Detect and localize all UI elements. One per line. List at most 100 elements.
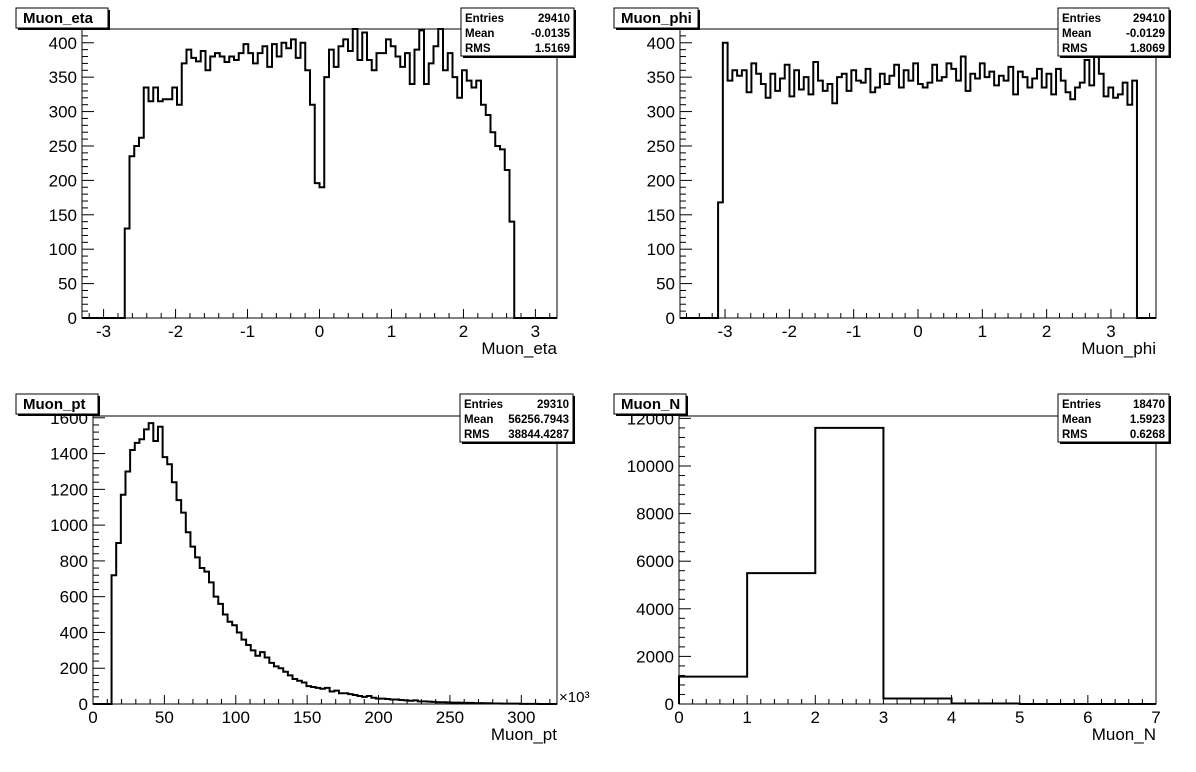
stats-box (459, 393, 574, 443)
y-tick-label: 50 (656, 275, 675, 294)
plot-frame (678, 415, 1157, 705)
y-tick-label: 300 (647, 103, 675, 122)
histogram-title: Muon_eta (23, 10, 94, 27)
y-tick-label: 800 (60, 552, 88, 571)
x-tick-label: -3 (717, 322, 732, 341)
x-tick-label: 300 (507, 708, 535, 727)
y-tick-label: 400 (60, 623, 88, 642)
x-tick-label: 2 (811, 708, 820, 727)
x-tick-label: 3 (879, 708, 888, 727)
stats-rms-value: 0.6268 (1130, 429, 1166, 441)
x-tick-label: 200 (364, 708, 392, 727)
title-box (613, 393, 687, 415)
y-tick-label: 400 (647, 34, 675, 53)
y-tick-label: 1400 (50, 445, 88, 464)
y-tick-label: 0 (665, 695, 674, 714)
y-tick-label: 200 (49, 171, 77, 190)
x-scale-label: ×10³ (559, 689, 589, 706)
x-tick-label: 150 (293, 708, 321, 727)
y-tick-label: 0 (68, 309, 77, 328)
y-tick-label: 200 (647, 171, 675, 190)
histogram-title: Muon_N (621, 396, 680, 413)
y-tick-label: 350 (49, 68, 77, 87)
stats-mean-label: Mean (465, 28, 494, 40)
y-tick-label: 2000 (636, 647, 674, 666)
stats-entries-value: 29410 (1133, 13, 1165, 25)
x-tick-label: 0 (88, 708, 97, 727)
stats-mean-value: 1.5923 (1130, 414, 1165, 426)
x-axis-title: Muon_pt (491, 725, 557, 744)
stats-mean-label: Mean (464, 414, 493, 426)
stats-mean-value: 56256.7943 (508, 414, 569, 426)
stats-entries-label: Entries (1062, 13, 1101, 25)
histogram-title: Muon_phi (621, 10, 692, 27)
x-tick-label: -1 (846, 322, 861, 341)
stats-mean-label: Mean (1062, 414, 1091, 426)
x-tick-label: 0 (674, 708, 683, 727)
stats-entries-label: Entries (465, 13, 504, 25)
x-tick-label: 100 (222, 708, 250, 727)
plot-frame (92, 415, 558, 705)
stats-mean-value: -0.0129 (1126, 28, 1165, 40)
x-tick-label: 2 (1042, 322, 1051, 341)
stats-rms-label: RMS (464, 429, 490, 441)
histogram-line (678, 426, 1156, 705)
histogram-title: Muon_pt (23, 396, 85, 413)
stats-entries-label: Entries (1062, 399, 1101, 411)
y-tick-label: 250 (49, 137, 77, 156)
x-tick-label: 2 (459, 322, 468, 341)
y-tick-label: 4000 (636, 600, 674, 619)
stats-mean-label: Mean (1062, 28, 1091, 40)
histogram-line (82, 28, 557, 319)
stats-mean-value: -0.0135 (531, 28, 571, 40)
title-box (15, 393, 99, 415)
histogram-line (680, 41, 1156, 319)
x-tick-label: 50 (155, 708, 174, 727)
stats-rms-value: 1.5169 (535, 43, 570, 55)
y-tick-label: 350 (647, 68, 675, 87)
x-tick-label: -2 (168, 322, 183, 341)
stats-entries-value: 29410 (538, 13, 570, 25)
x-axis-title: Muon_phi (1081, 339, 1156, 358)
y-tick-label: 1200 (50, 480, 88, 499)
y-tick-label: 600 (60, 588, 88, 607)
y-tick-label: 0 (666, 309, 675, 328)
x-tick-label: 5 (1015, 708, 1024, 727)
x-tick-label: 1 (978, 322, 987, 341)
x-tick-label: -1 (240, 322, 255, 341)
stats-box (1057, 7, 1170, 57)
y-tick-label: 50 (58, 275, 77, 294)
x-tick-label: 4 (947, 708, 956, 727)
y-tick-label: 1000 (50, 516, 88, 535)
y-tick-label: 300 (49, 103, 77, 122)
x-tick-label: 3 (1106, 322, 1115, 341)
title-box (15, 7, 109, 29)
x-tick-label: 250 (436, 708, 464, 727)
plot-frame (81, 28, 558, 319)
x-tick-label: -2 (782, 322, 797, 341)
y-tick-label: 200 (60, 659, 88, 678)
y-tick-label: 100 (49, 240, 77, 259)
stats-rms-label: RMS (1062, 429, 1088, 441)
stats-rms-label: RMS (465, 43, 491, 55)
y-tick-label: 150 (647, 206, 675, 225)
x-tick-label: 6 (1083, 708, 1092, 727)
stats-rms-label: RMS (1062, 43, 1088, 55)
stats-entries-value: 18470 (1133, 399, 1165, 411)
title-box (613, 7, 699, 29)
y-tick-label: 10000 (627, 457, 674, 476)
x-tick-label: 7 (1151, 708, 1160, 727)
y-tick-label: 0 (79, 695, 88, 714)
stats-box (1057, 393, 1170, 443)
stats-entries-label: Entries (464, 399, 503, 411)
x-tick-label: 0 (913, 322, 922, 341)
y-tick-label: 250 (647, 137, 675, 156)
x-tick-label: 3 (531, 322, 540, 341)
x-tick-label: 1 (742, 708, 751, 727)
y-tick-label: 100 (647, 240, 675, 259)
